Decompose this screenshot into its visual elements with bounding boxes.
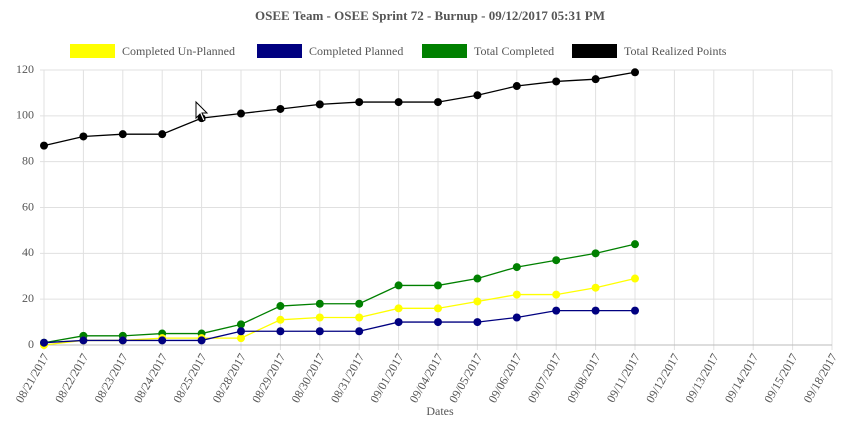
data-point — [631, 274, 639, 283]
x-tick-label: 09/05/2017 — [446, 351, 485, 405]
data-point — [394, 318, 403, 327]
data-point — [118, 130, 127, 139]
data-point — [434, 98, 442, 107]
y-tick-label: 60 — [22, 199, 34, 213]
data-point — [197, 336, 206, 345]
data-point — [276, 104, 285, 113]
data-point — [276, 327, 285, 336]
data-point — [158, 130, 167, 139]
chart-title: OSEE Team - OSEE Sprint 72 - Burnup - 09… — [255, 8, 605, 23]
x-tick-label: 08/22/2017 — [52, 351, 91, 405]
legend-label: Completed Planned — [309, 44, 403, 58]
x-tick-label: 08/29/2017 — [249, 351, 288, 405]
y-tick-label: 20 — [22, 291, 34, 305]
series-line — [43, 309, 635, 344]
series-line — [43, 71, 636, 147]
data-point — [237, 320, 245, 329]
x-tick-label: 09/12/2017 — [643, 351, 682, 405]
legend-swatch — [422, 44, 467, 58]
data-point — [552, 256, 561, 265]
data-point — [355, 313, 364, 322]
data-point — [591, 283, 600, 292]
data-point — [631, 240, 639, 249]
y-tick-label: 100 — [16, 108, 34, 122]
data-point — [355, 299, 364, 308]
lines — [40, 68, 639, 349]
legend-label: Total Completed — [474, 44, 554, 58]
x-tick-label: 09/01/2017 — [367, 351, 406, 405]
data-point — [473, 297, 482, 306]
data-point — [394, 281, 403, 290]
data-point — [355, 327, 364, 336]
data-point — [276, 302, 285, 311]
y-tick-label: 80 — [22, 153, 34, 167]
data-point — [512, 290, 521, 299]
data-point — [40, 338, 48, 347]
x-tick-label: 09/13/2017 — [682, 351, 721, 405]
data-point — [552, 306, 561, 315]
x-tick-label: 09/18/2017 — [801, 351, 840, 405]
data-point — [40, 141, 48, 150]
data-point — [512, 82, 521, 91]
y-tick-label: 120 — [16, 62, 34, 76]
x-tick-label: 09/15/2017 — [761, 351, 800, 405]
data-point — [158, 336, 167, 345]
data-point — [315, 313, 324, 322]
x-tick-label: 08/31/2017 — [328, 351, 367, 405]
x-tick-label: 08/21/2017 — [13, 351, 52, 405]
y-tick-label: 0 — [28, 337, 34, 351]
data-point — [79, 336, 88, 345]
data-point — [631, 306, 639, 315]
data-point — [631, 68, 639, 77]
data-point — [237, 334, 245, 343]
x-tick-label: 08/24/2017 — [131, 351, 170, 405]
data-point — [355, 98, 364, 107]
data-point — [552, 290, 561, 299]
data-point — [315, 100, 324, 109]
data-point — [434, 304, 442, 313]
data-point — [552, 77, 561, 86]
data-point — [512, 263, 521, 272]
x-tick-label: 09/07/2017 — [525, 351, 564, 405]
data-point — [591, 75, 600, 84]
x-tick-label: 08/23/2017 — [91, 351, 130, 405]
data-point — [237, 109, 245, 118]
data-point — [394, 98, 403, 107]
data-point — [394, 304, 403, 313]
x-tick-label: 09/06/2017 — [485, 351, 524, 405]
data-point — [473, 274, 482, 283]
x-tick-label: 08/25/2017 — [170, 351, 209, 405]
data-point — [315, 299, 324, 308]
data-point — [591, 249, 600, 258]
data-point — [118, 336, 127, 345]
data-point — [79, 132, 88, 141]
data-point — [276, 315, 285, 324]
y-tick-label: 40 — [22, 245, 34, 259]
legend-label: Total Realized Points — [624, 44, 727, 58]
x-tick-label: 09/04/2017 — [407, 351, 446, 405]
x-tick-label: 09/11/2017 — [604, 351, 643, 405]
series-line — [43, 277, 636, 346]
data-point — [237, 327, 245, 336]
x-tick-label: 09/08/2017 — [564, 351, 603, 405]
data-point — [512, 313, 521, 322]
data-point — [591, 306, 600, 315]
data-point — [434, 318, 442, 327]
data-point — [434, 281, 442, 290]
cursor — [195, 100, 209, 122]
legend-swatch — [572, 44, 617, 58]
legend-label: Completed Un-Planned — [122, 44, 235, 58]
series-line — [43, 243, 636, 344]
x-tick-label: 09/14/2017 — [722, 351, 761, 405]
data-point — [473, 318, 482, 327]
legend-swatch — [70, 44, 115, 58]
data-point — [315, 327, 324, 336]
x-tick-label: 08/28/2017 — [210, 351, 249, 405]
data-point — [473, 91, 482, 100]
x-axis-label: Dates — [426, 404, 454, 418]
x-tick-label: 08/30/2017 — [288, 351, 327, 405]
legend-swatch — [257, 44, 302, 58]
